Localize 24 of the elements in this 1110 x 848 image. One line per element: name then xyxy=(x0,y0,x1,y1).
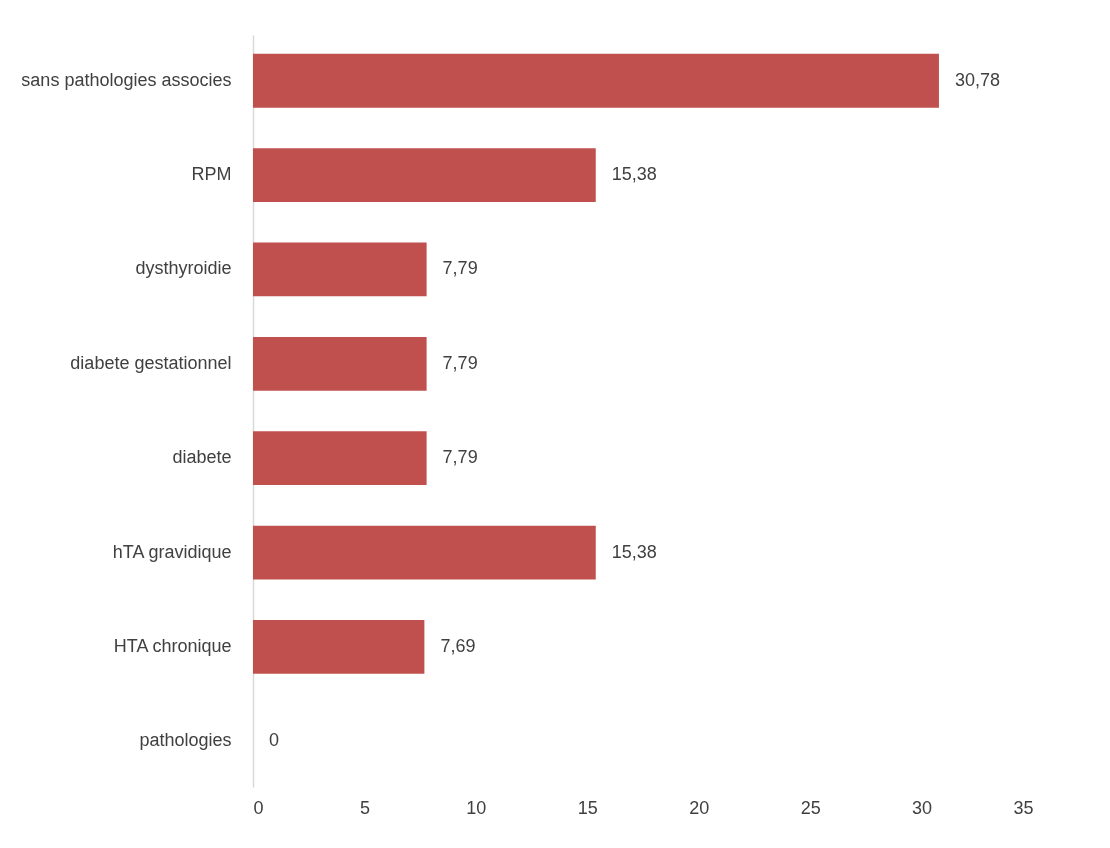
y-tick-label: sans pathologies associes xyxy=(21,69,232,90)
data-label: 7,79 xyxy=(442,352,478,373)
x-tick-label: 15 xyxy=(577,797,598,818)
x-tick-label: 30 xyxy=(912,797,933,818)
y-tick-label: diabete xyxy=(172,447,232,468)
data-label: 0 xyxy=(269,730,280,751)
x-tick-label: 25 xyxy=(800,797,821,818)
y-tick-label: RPM xyxy=(191,164,232,185)
data-label: 30,78 xyxy=(954,69,1000,90)
y-tick-label: dysthyroidie xyxy=(135,258,232,279)
x-tick-label: 0 xyxy=(253,797,264,818)
y-tick-label: pathologies xyxy=(139,730,232,751)
data-label: 15,38 xyxy=(611,541,657,562)
data-label: 15,38 xyxy=(611,164,657,185)
x-tick-label: 5 xyxy=(359,797,370,818)
data-label: 7,79 xyxy=(442,447,478,468)
data-label: 7,79 xyxy=(442,258,478,279)
x-tick-label: 35 xyxy=(1013,797,1034,818)
x-tick-label: 20 xyxy=(689,797,710,818)
data-label: 7,69 xyxy=(440,635,476,656)
y-tick-label: diabete gestationnel xyxy=(70,352,232,373)
y-tick-label: hTA gravidique xyxy=(112,541,232,562)
x-tick-label: 10 xyxy=(466,797,487,818)
y-tick-label: HTA chronique xyxy=(113,635,232,656)
